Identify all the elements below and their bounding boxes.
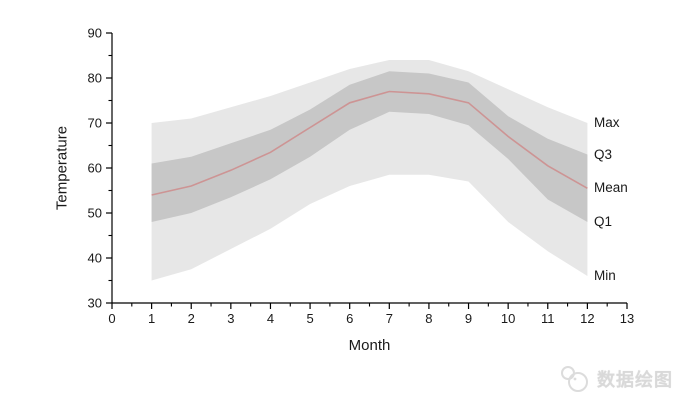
y-axis-title: Temperature <box>53 125 71 211</box>
y-tick-label: 70 <box>88 116 102 131</box>
x-tick-label: 6 <box>346 311 353 326</box>
series-label-max: Max <box>594 115 620 130</box>
x-tick-label: 13 <box>620 311 634 326</box>
x-tick-label: 5 <box>306 311 313 326</box>
y-tick-label: 80 <box>88 71 102 86</box>
x-axis-title: Month <box>348 337 391 354</box>
x-tick-label: 0 <box>108 311 115 326</box>
mean-line <box>151 90 588 196</box>
y-tick-label: 50 <box>88 206 102 221</box>
x-tick-label: 8 <box>425 311 432 326</box>
x-tick-label: 12 <box>580 311 594 326</box>
y-tick-label: 30 <box>88 296 102 311</box>
watermark: 数据绘图 <box>559 365 673 393</box>
x-tick-label: 9 <box>465 311 472 326</box>
x-tick-label: 1 <box>148 311 155 326</box>
series-label-min: Min <box>594 268 616 283</box>
x-tick-label: 3 <box>227 311 234 326</box>
x-tick-label: 7 <box>386 311 393 326</box>
band-q3-q1 <box>151 71 588 222</box>
x-tick-label: 10 <box>501 311 515 326</box>
y-tick-label: 90 <box>88 26 102 41</box>
watermark-text: 数据绘图 <box>597 370 673 390</box>
series-label-q3: Q3 <box>594 146 613 162</box>
y-tick-label: 60 <box>88 161 102 176</box>
watermark-logo-icon <box>561 366 588 392</box>
x-tick-label: 11 <box>541 311 555 326</box>
x-tick-label: 2 <box>188 311 195 326</box>
y-tick-label: 40 <box>88 251 102 266</box>
series-label-q1: Q1 <box>594 214 613 229</box>
series-label-mean: Mean <box>594 180 628 196</box>
x-tick-label: 4 <box>267 311 274 326</box>
